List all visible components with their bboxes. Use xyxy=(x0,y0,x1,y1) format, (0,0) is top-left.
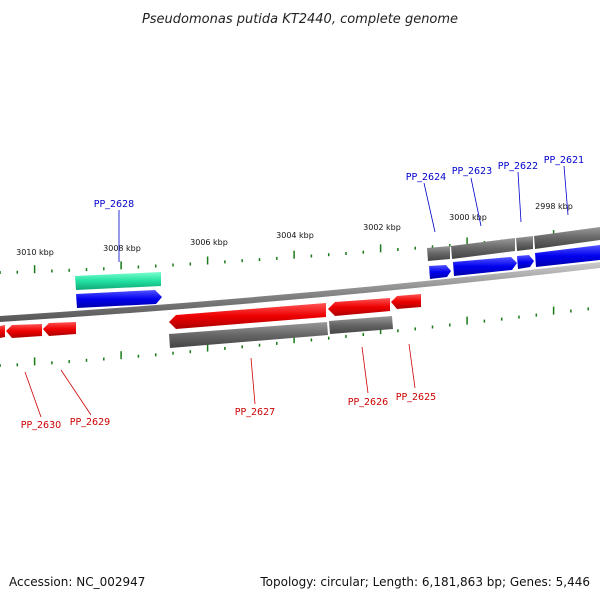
cds-arrow-reverse[interactable] xyxy=(0,325,5,338)
leader-line xyxy=(423,182,436,233)
ruler-ticks-outer xyxy=(0,230,589,274)
gene-block[interactable] xyxy=(534,227,600,249)
ruler-ticks-inner xyxy=(0,306,589,367)
ruler-label-2998: 2998 kbp xyxy=(535,202,573,211)
reverse-gene-track xyxy=(169,316,393,348)
gene-block[interactable] xyxy=(169,322,328,348)
gene-label-pp2626[interactable]: PP_2626 xyxy=(348,397,388,408)
reverse-cds-arrows xyxy=(0,294,421,338)
cds-arrow-reverse[interactable] xyxy=(328,298,390,316)
cds-arrow-reverse[interactable] xyxy=(43,322,76,336)
leader-line xyxy=(517,171,522,223)
gene-label-pp2621[interactable]: PP_2621 xyxy=(544,155,584,166)
ruler-label-3002: 3002 kbp xyxy=(363,223,401,232)
ruler-labels: 3010 kbp 3008 kbp 3006 kbp 3004 kbp 3002… xyxy=(16,202,573,257)
leader-line xyxy=(24,371,42,418)
forward-cds-arrows xyxy=(76,245,600,308)
gene-block[interactable] xyxy=(427,246,450,261)
leader-line xyxy=(250,357,256,405)
gene-block[interactable] xyxy=(329,316,393,334)
gene-label-pp2625[interactable]: PP_2625 xyxy=(396,392,436,403)
genome-summary-text: Topology: circular; Length: 6,181,863 bp… xyxy=(259,575,590,589)
leader-line xyxy=(60,369,92,416)
rna-feature[interactable] xyxy=(75,272,161,290)
ruler-label-3008: 3008 kbp xyxy=(103,244,141,253)
cds-arrow-forward[interactable] xyxy=(535,245,600,267)
leader-line xyxy=(361,346,369,394)
gene-label-pp2624[interactable]: PP_2624 xyxy=(406,172,446,183)
forward-gene-track xyxy=(427,227,600,261)
cds-arrow-forward[interactable] xyxy=(453,257,517,276)
accession-text: Accession: NC_002947 xyxy=(9,575,145,589)
genome-backbone xyxy=(0,262,600,322)
reverse-gene-labels: PP_2630 PP_2629 PP_2627 PP_2626 PP_2625 xyxy=(21,392,436,431)
gene-block[interactable] xyxy=(516,236,533,251)
forward-gene-labels: PP_2628 PP_2624 PP_2623 PP_2622 PP_2621 xyxy=(94,155,584,210)
cds-arrow-forward[interactable] xyxy=(517,255,534,269)
reverse-leader-lines xyxy=(24,343,416,418)
ruler-label-3006: 3006 kbp xyxy=(190,238,228,247)
gene-label-pp2623[interactable]: PP_2623 xyxy=(452,166,492,177)
cds-arrow-forward[interactable] xyxy=(76,290,162,308)
cds-arrow-reverse[interactable] xyxy=(169,303,326,329)
cds-arrow-forward[interactable] xyxy=(429,265,451,279)
ruler-label-3004: 3004 kbp xyxy=(276,231,314,240)
ruler-label-3010: 3010 kbp xyxy=(16,248,54,257)
gene-label-pp2630[interactable]: PP_2630 xyxy=(21,420,61,431)
leader-line xyxy=(408,343,416,389)
gene-label-pp2629[interactable]: PP_2629 xyxy=(70,417,110,428)
gene-block[interactable] xyxy=(451,238,515,259)
gene-label-pp2627[interactable]: PP_2627 xyxy=(235,407,275,418)
leader-line xyxy=(563,165,569,216)
map-title: Pseudomonas putida KT2440, complete geno… xyxy=(142,12,458,27)
gene-label-pp2628[interactable]: PP_2628 xyxy=(94,199,134,210)
forward-leader-lines xyxy=(118,165,569,262)
gene-label-pp2622[interactable]: PP_2622 xyxy=(498,161,538,172)
ruler-label-3000: 3000 kbp xyxy=(449,213,487,222)
cds-arrow-reverse[interactable] xyxy=(6,324,42,338)
cds-arrow-reverse[interactable] xyxy=(391,294,421,309)
leader-line xyxy=(470,177,482,227)
